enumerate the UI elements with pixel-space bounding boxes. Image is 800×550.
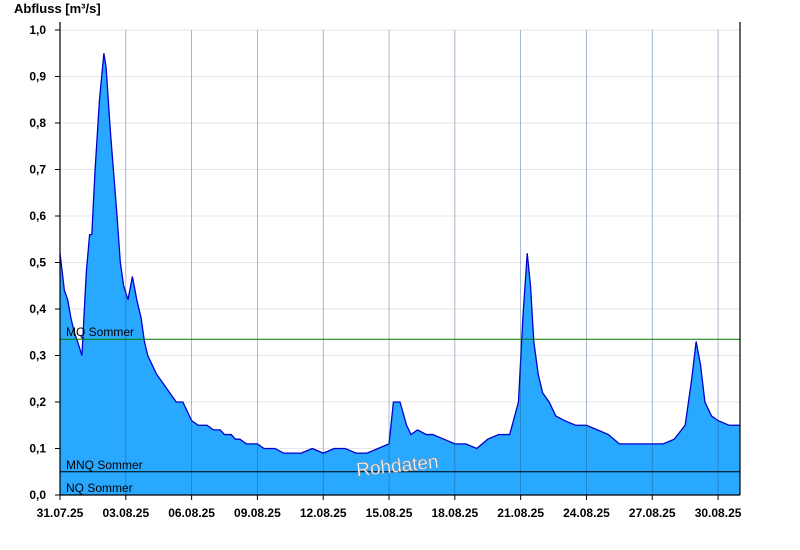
discharge-line — [59, 53, 740, 454]
watermark-text: Rohdaten — [355, 452, 439, 481]
x-tick-label: 21.08.25 — [497, 506, 544, 520]
x-tick-label: 18.08.25 — [431, 506, 478, 520]
y-tick-label: 1,0 — [29, 23, 46, 37]
reference-line-label: NQ Sommer — [66, 481, 133, 495]
discharge-area — [59, 53, 740, 495]
axes — [55, 22, 741, 500]
y-tick-label: 0,2 — [29, 395, 46, 409]
y-tick-label: 0,7 — [29, 163, 46, 177]
x-tick-label: 30.08.25 — [695, 506, 742, 520]
x-tick-labels: 31.07.25 03.08.25 06.08.25 09.08.25 12.08.25… — [37, 506, 742, 520]
y-tick-labels: 0,0 0,1 0,2 0,3 0,4 0,5 0,6 0,7 0,8 0,9 1,0 — [29, 23, 46, 502]
y-tick-label: 0,8 — [29, 116, 46, 130]
reference-line-label: MNQ Sommer — [66, 458, 143, 472]
x-tick-label: 03.08.25 — [102, 506, 149, 520]
y-tick-label: 0,0 — [29, 488, 46, 502]
reference-lines: MQ Sommer MNQ Sommer NQ Sommer — [60, 325, 740, 495]
day-lines — [125, 30, 719, 495]
y-tick-label: 0,5 — [29, 256, 46, 270]
reference-line-label: MQ Sommer — [66, 325, 134, 339]
x-tick-label: 06.08.25 — [168, 506, 215, 520]
x-tick-label: 27.08.25 — [629, 506, 676, 520]
y-tick-label: 0,6 — [29, 209, 46, 223]
y-tick-label: 0,9 — [29, 70, 46, 84]
y-tick-label: 0,1 — [29, 442, 46, 456]
x-tick-label: 12.08.25 — [300, 506, 347, 520]
y-tick-label: 0,3 — [29, 349, 46, 363]
x-tick-label: 09.08.25 — [234, 506, 281, 520]
x-tick-label: 24.08.25 — [563, 506, 610, 520]
y-tick-label: 0,4 — [29, 302, 46, 316]
x-tick-label: 15.08.25 — [366, 506, 413, 520]
discharge-area-fill — [60, 53, 740, 495]
y-axis-label: Abfluss [m³/s] — [14, 1, 101, 16]
x-tick-label: 31.07.25 — [37, 506, 84, 520]
